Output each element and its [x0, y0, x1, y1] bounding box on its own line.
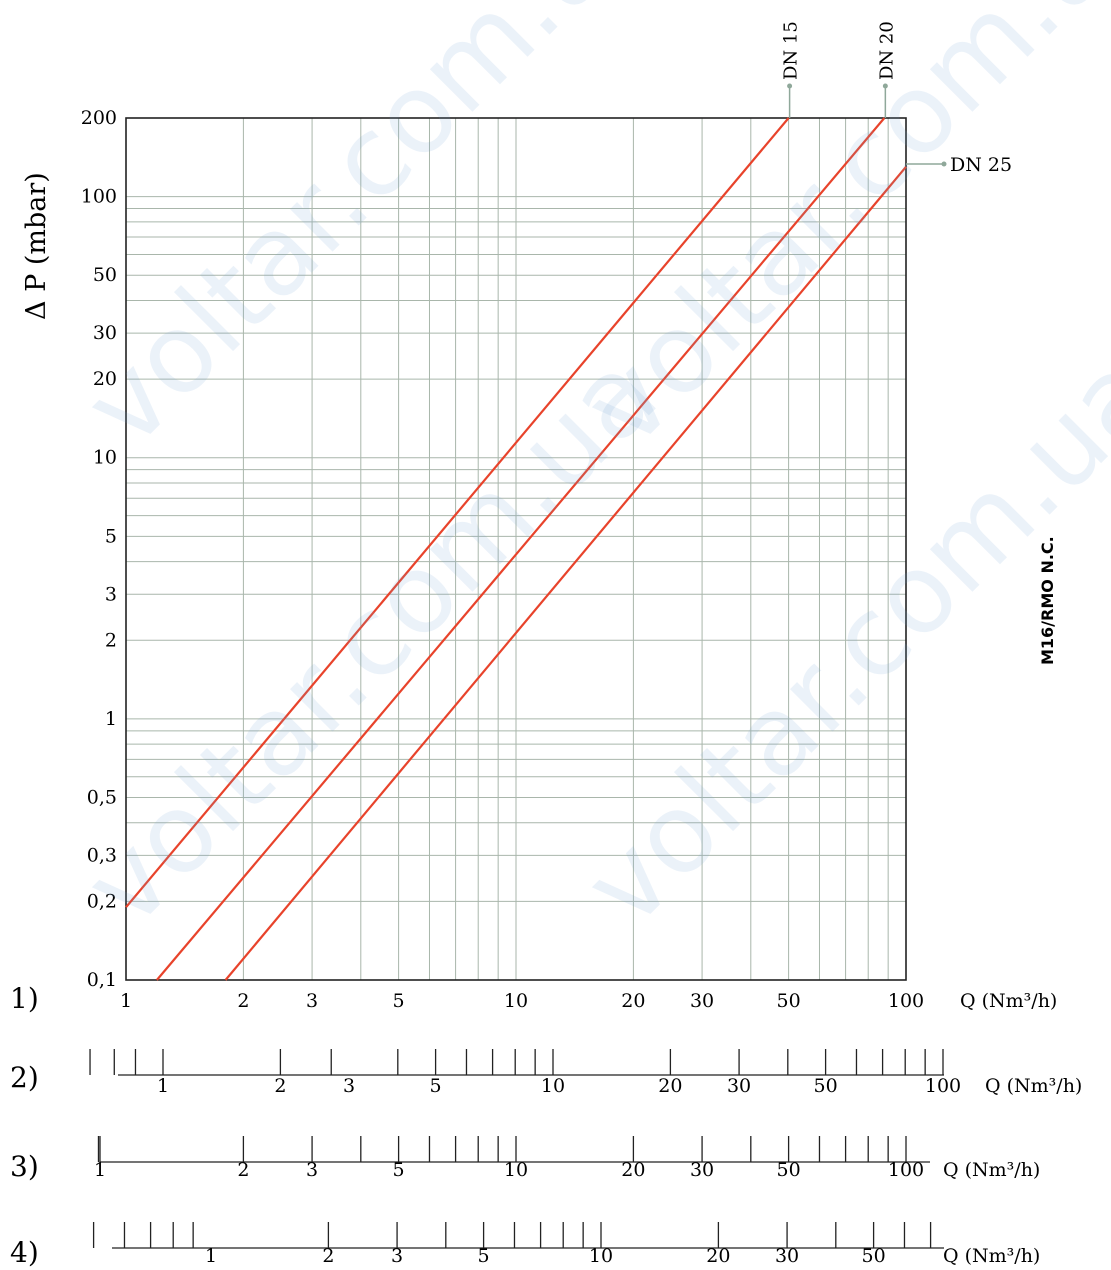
y-tick-label: 1 [105, 708, 117, 730]
scale-row-label: 3) [10, 1150, 39, 1183]
scale-tick-label: 30 [775, 1245, 799, 1267]
y-tick-label: 3 [105, 583, 117, 605]
x-tick-label: 30 [690, 990, 714, 1012]
scale-unit-label: Q (Nm³/h) [985, 1075, 1082, 1097]
scale-unit-label: Q (Nm³/h) [943, 1159, 1040, 1181]
x-tick-label: 20 [621, 990, 645, 1012]
y-tick-label: 0,2 [87, 890, 117, 912]
y-axis-label: Δ P (mbar) [21, 172, 52, 320]
grid-lines [126, 118, 906, 980]
series-lines: DN 15 DN 20 DN 25 [126, 21, 1012, 980]
y-tick-label: 5 [105, 525, 117, 547]
y-tick-label: 200 [81, 107, 117, 129]
series-line-1 [126, 118, 789, 907]
y-tick-label: 0,1 [87, 969, 117, 991]
x-tick-label: 2 [237, 990, 249, 1012]
tick-labels: 0,1 0,2 0,3 0,5 1 2 3 5 10 20 30 50 100 200 1 2 3 5 10 20 30… [81, 107, 924, 1012]
series-label-2: DN 20 [876, 21, 897, 80]
scale-tick-label: 30 [690, 1159, 714, 1181]
scale-tick-label: 50 [862, 1245, 886, 1267]
scale-tick-label: 50 [777, 1159, 801, 1181]
y-tick-label: 100 [81, 186, 117, 208]
x-tick-label: 100 [888, 990, 924, 1012]
series-label-3: DN 25 [950, 154, 1012, 176]
scale-tick-label: 5 [393, 1159, 405, 1181]
scale-tick-label: 1 [205, 1245, 217, 1267]
scale-row-label: 1) [10, 982, 39, 1015]
scale-tick-label: 2 [322, 1245, 334, 1267]
side-title: M16/RMO N.C. [1038, 536, 1057, 665]
scale-tick-label: 5 [478, 1245, 490, 1267]
scale-tick-label: 20 [706, 1245, 730, 1267]
y-tick-label: 10 [93, 447, 117, 469]
scale-tick-label: 2 [274, 1075, 286, 1097]
y-tick-label: 2 [105, 629, 117, 651]
x-tick-label: 5 [393, 990, 405, 1012]
series-marker-3 [942, 162, 947, 167]
y-tick-label: 20 [93, 368, 117, 390]
x-tick-label: 1 [120, 990, 132, 1012]
scale-tick-label: 5 [430, 1075, 442, 1097]
scale-tick-label: 1 [157, 1075, 169, 1097]
y-tick-label: 30 [93, 322, 117, 344]
series-line-3 [226, 167, 906, 980]
scale-tick-label: 10 [504, 1159, 528, 1181]
x-tick-label: 3 [306, 990, 318, 1012]
y-tick-label: 0,5 [87, 786, 117, 808]
y-tick-label: 50 [93, 264, 117, 286]
series-marker-1 [787, 84, 792, 89]
scale-row-label: 2) [10, 1061, 39, 1094]
scale-row-label: 4) [10, 1236, 39, 1269]
scale-tick-label: 20 [621, 1159, 645, 1181]
x-tick-label: 50 [777, 990, 801, 1012]
scale-tick-label: 10 [589, 1245, 613, 1267]
y-tick-label: 0,3 [87, 844, 117, 866]
scale-tick-label: 3 [391, 1245, 403, 1267]
scale-tick-label: 50 [814, 1075, 838, 1097]
scale-tick-label: 30 [727, 1075, 751, 1097]
scale-tick-label: 3 [306, 1159, 318, 1181]
scale-unit-label: Q (Nm³/h) [943, 1245, 1040, 1267]
scale-tick-label: 100 [925, 1075, 961, 1097]
scale-unit-label: Q (Nm³/h) [960, 990, 1057, 1012]
alt-scales: 1) Q (Nm³/h) 2) Q (Nm³/h) 1 2 3 5 10 20 30 50 100 3) Q… [10, 982, 1082, 1269]
series-marker-2 [883, 84, 888, 89]
scale-tick-label: 100 [888, 1159, 924, 1181]
scale-tick-label: 20 [658, 1075, 682, 1097]
scale-tick-label: 1 [94, 1159, 106, 1181]
scale-tick-label: 3 [343, 1075, 355, 1097]
scale-tick-label: 2 [237, 1159, 249, 1181]
x-tick-label: 10 [504, 990, 528, 1012]
scale-tick-label: 10 [541, 1075, 565, 1097]
series-label-1: DN 15 [781, 21, 802, 80]
series-line-2 [157, 118, 884, 980]
